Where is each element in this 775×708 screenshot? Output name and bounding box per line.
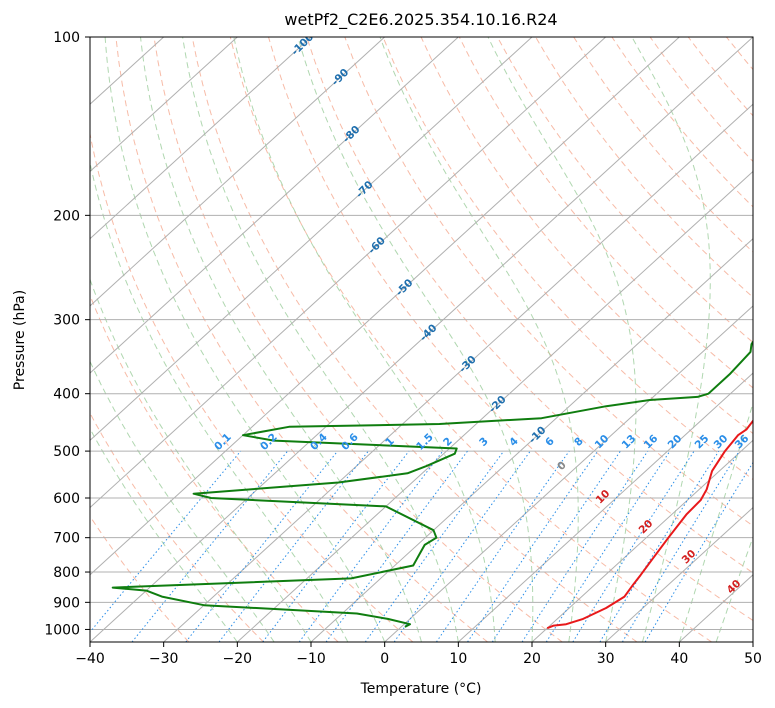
axis-ticks: −40 −30 −20 −10 0 10 20 30 40 50 100 200 300 400 500 60… <box>44 30 762 667</box>
x-tick-label: −10 <box>296 651 326 667</box>
isotherm-gridline <box>90 37 238 173</box>
y-tick-label: 500 <box>53 444 80 460</box>
isotherm-gridline <box>605 506 753 642</box>
isotherm-gridline <box>90 37 680 576</box>
chart-title: wetPf2_C2E6.2025.354.10.16.R24 <box>284 10 557 30</box>
isotherm-gridline <box>90 37 386 307</box>
moist-adiabat-line <box>487 37 637 642</box>
moist-adiabat-line <box>90 427 238 642</box>
mixing-ratio-line <box>435 450 570 642</box>
moist-adiabat-line <box>678 401 753 642</box>
moist-adiabat-line <box>233 37 496 642</box>
dry-adiabat-line <box>535 37 753 298</box>
mixing-ratio-line <box>298 450 444 642</box>
moist-adiabat-line <box>140 37 422 642</box>
mixing-ratio-line <box>393 450 531 642</box>
isotherm-gridline <box>163 103 753 642</box>
mixing-ratio-line <box>491 450 621 642</box>
dry-adiabat-line <box>90 515 190 642</box>
isotherm-gridline <box>90 37 312 240</box>
dry-adiabat-line <box>90 131 414 642</box>
dry-adiabat-line <box>90 412 264 642</box>
dry-adiabat-line <box>191 37 638 642</box>
dewpoint-profile-line <box>111 339 753 628</box>
mixing-ratio-line <box>621 450 740 642</box>
isotherm-gridline <box>90 37 459 374</box>
y-tick-label: 200 <box>53 208 80 224</box>
x-tick-label: 40 <box>670 651 688 667</box>
isotherm-gridline <box>90 37 607 509</box>
moist-adiabat-line <box>90 360 275 642</box>
moist-adiabat-line <box>379 37 579 642</box>
moist-adiabat-line <box>297 37 534 642</box>
x-tick-label: −40 <box>75 651 105 667</box>
plot-frame <box>89 36 754 643</box>
dry-adiabat-line <box>496 37 753 344</box>
y-tick-label: 600 <box>53 491 80 507</box>
y-tick-label: 300 <box>53 313 80 329</box>
y-tick-label: 400 <box>53 387 80 403</box>
y-axis-label: Pressure (hPa) <box>12 290 28 390</box>
dry-adiabat-line <box>306 37 753 574</box>
mixing-ratio-line <box>467 450 599 642</box>
isotherm-gridline <box>90 37 753 642</box>
x-tick-label: −20 <box>223 651 253 667</box>
x-axis-label: Temperature (°C) <box>360 681 482 697</box>
mixing-ratio-line <box>572 450 695 642</box>
x-tick-label: 50 <box>744 651 762 667</box>
isotherm-gridline <box>236 170 753 642</box>
y-tick-label: 1000 <box>44 622 80 638</box>
plot-area: -100-90-80-70-60-50-40-30-20-1000.1 0.2 0.… <box>90 37 753 642</box>
moist-adiabat-line <box>631 37 711 642</box>
x-tick-label: 20 <box>523 651 541 667</box>
x-tick-label: 0 <box>380 651 389 667</box>
dry-adiabat-line <box>268 37 753 622</box>
isotherm-gridline <box>384 305 753 642</box>
x-tick-label: 30 <box>597 651 615 667</box>
dry-adiabat-line <box>153 37 563 642</box>
mixing-ratio-line <box>185 450 338 642</box>
x-tick-label: −30 <box>149 651 179 667</box>
moist-adiabat-line <box>715 535 753 642</box>
y-tick-label: 900 <box>53 595 80 611</box>
mixing-ratio-line <box>325 450 468 642</box>
moist-adiabat-line <box>182 37 459 642</box>
mixing-ratio-line <box>545 450 671 642</box>
mixing-ratio-line <box>521 450 649 642</box>
isotherm-gridline <box>310 237 753 642</box>
isotherm-gridline <box>90 37 533 442</box>
isotherm-gridline <box>531 439 753 642</box>
y-tick-label: 800 <box>53 565 80 581</box>
moist-adiabat-line <box>90 160 349 642</box>
mixing-ratio-line <box>262 450 410 642</box>
mixing-ratio-line <box>131 450 288 642</box>
dry-adiabat-line <box>382 37 753 481</box>
y-tick-label: 700 <box>53 531 80 547</box>
x-tick-label: 10 <box>449 651 467 667</box>
isotherm-gridline <box>457 372 753 642</box>
dry-adiabat-line <box>115 37 488 642</box>
y-tick-label: 100 <box>53 30 80 46</box>
mixing-ratio-line <box>90 450 242 633</box>
temperature-profile-line <box>546 419 753 630</box>
